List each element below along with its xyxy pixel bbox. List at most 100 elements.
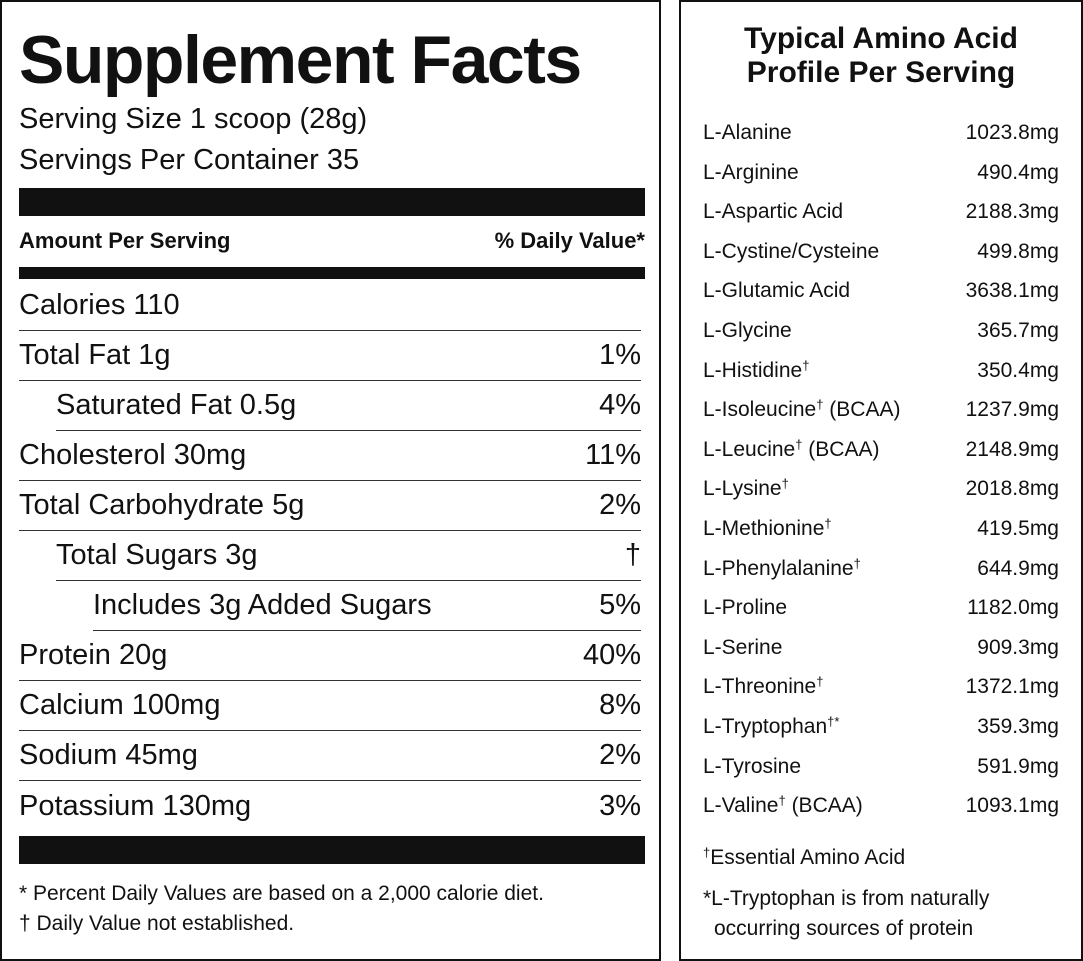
amino-amount: 1237.9mg	[965, 397, 1059, 421]
amino-row: L-Aspartic Acid 2188.3mg	[703, 199, 1059, 223]
amino-title-line-1: Typical Amino Acid	[744, 22, 1018, 55]
amino-row: L-Methionine† 419.5mg	[703, 516, 1059, 540]
amino-amount: 350.4mg	[977, 358, 1059, 382]
essential-amino-text: Essential Amino Acid	[710, 846, 906, 869]
amino-name: L-Tryptophan	[703, 715, 828, 738]
nutrient-label: Cholesterol 30mg	[19, 439, 247, 471]
nutrient-label: Total Fat 1g	[19, 339, 171, 371]
nutrient-label: Calcium 100mg	[19, 689, 221, 721]
amino-name: L-Cystine/Cysteine	[703, 240, 880, 263]
amount-per-serving-label: Amount Per Serving	[19, 228, 231, 253]
nutrient-label: Sodium 45mg	[19, 739, 198, 771]
amino-name-group: L-Arginine	[703, 161, 799, 183]
nutrient-label: Saturated Fat 0.5g	[56, 389, 297, 421]
nutrient-row: Total Fat 1g 1%	[19, 331, 641, 381]
amino-row: L-Cystine/Cysteine 499.8mg	[703, 239, 1059, 263]
essential-mark: †	[781, 476, 789, 491]
tryptophan-note-line-2: occurring sources of protein	[714, 917, 974, 940]
amino-row: L-Isoleucine† (BCAA) 1237.9mg	[703, 397, 1059, 421]
amino-amount: 644.9mg	[977, 556, 1059, 580]
amino-name-group: L-Cystine/Cysteine	[703, 240, 879, 262]
amino-amount: 499.8mg	[977, 239, 1059, 263]
nutrient-daily-value: 40%	[582, 639, 641, 671]
nutrient-row: Includes 3g Added Sugars 5%	[93, 581, 641, 631]
amino-name-group: L-Proline	[703, 596, 787, 618]
daily-value-header: % Daily Value*	[494, 228, 645, 253]
amino-name: L-Lysine	[703, 477, 782, 500]
amino-amount: 2188.3mg	[965, 199, 1059, 223]
amino-amount: 359.3mg	[977, 714, 1059, 738]
nutrient-daily-value: †	[624, 539, 641, 571]
amino-name: L-Proline	[703, 596, 788, 619]
nutrient-row: Calcium 100mg 8%	[19, 681, 641, 731]
bcaa-suffix: (BCAA)	[785, 794, 863, 817]
nutrient-row: Total Carbohydrate 5g 2%	[19, 481, 641, 531]
amino-amount: 2148.9mg	[965, 437, 1059, 461]
amino-name: L-Valine	[703, 794, 779, 817]
nutrient-row: Calories 110	[19, 281, 641, 331]
dagger-mark: †	[703, 845, 711, 860]
essential-mark: †	[816, 674, 824, 689]
amino-amount: 1372.1mg	[965, 674, 1059, 698]
amino-name-group: L-Aspartic Acid	[703, 200, 843, 222]
amino-name: L-Arginine	[703, 161, 799, 184]
amino-acid-panel: Typical Amino Acid Profile Per Serving L…	[679, 0, 1083, 961]
amino-row: L-Histidine† 350.4mg	[703, 358, 1059, 382]
nutrient-row: Potassium 130mg 3%	[19, 781, 641, 831]
amino-name-group: L-Glycine	[703, 319, 792, 341]
amino-amount: 419.5mg	[977, 516, 1059, 540]
amino-row: L-Alanine 1023.8mg	[703, 120, 1059, 144]
tryptophan-note-line-1: *L-Tryptophan is from naturally	[703, 887, 990, 910]
nutrient-row: Protein 20g 40%	[19, 631, 641, 681]
amino-row: L-Lysine† 2018.8mg	[703, 476, 1059, 500]
amino-name-group: L-Serine	[703, 636, 782, 658]
amino-amount: 490.4mg	[977, 160, 1059, 184]
essential-mark: †	[853, 556, 861, 571]
amino-amount: 909.3mg	[977, 635, 1059, 659]
essential-mark: †	[802, 358, 810, 373]
amino-row: L-Proline 1182.0mg	[703, 595, 1059, 619]
amino-name-group: L-Isoleucine† (BCAA)	[703, 398, 900, 420]
amino-row: L-Leucine† (BCAA) 2148.9mg	[703, 437, 1059, 461]
amino-name: L-Aspartic Acid	[703, 200, 844, 223]
nutrient-row: Total Sugars 3g †	[56, 531, 641, 581]
nutrient-daily-value: 8%	[599, 689, 641, 721]
amino-amount: 3638.1mg	[965, 278, 1059, 302]
nutrient-label: Includes 3g Added Sugars	[93, 589, 432, 621]
nutrient-label: Protein 20g	[19, 639, 168, 671]
nutrient-daily-value: 2%	[599, 489, 641, 521]
nutrient-row: Saturated Fat 0.5g 4%	[56, 381, 641, 431]
amino-row: L-Glutamic Acid 3638.1mg	[703, 278, 1059, 302]
medium-divider	[19, 267, 645, 279]
amino-name-group: L-Threonine†	[703, 675, 823, 697]
amino-name: L-Isoleucine	[703, 398, 817, 421]
amino-title-line-2: Profile Per Serving	[746, 56, 1016, 89]
amino-name-group: L-Leucine† (BCAA)	[703, 438, 879, 460]
amino-row: L-Glycine 365.7mg	[703, 318, 1059, 342]
amount-per-serving-header: Amount Per Serving % Daily Value*	[19, 230, 645, 252]
amino-amount: 2018.8mg	[965, 476, 1059, 500]
supplement-facts-title: Supplement Facts	[19, 22, 582, 98]
nutrient-daily-value: 11%	[585, 439, 641, 471]
supplement-facts-panel: Supplement Facts Serving Size 1 scoop (2…	[0, 0, 661, 961]
nutrient-daily-value: 5%	[599, 589, 641, 621]
amino-row: L-Phenylalanine† 644.9mg	[703, 556, 1059, 580]
amino-amount: 591.9mg	[977, 754, 1059, 778]
nutrient-label: Calories 110	[19, 289, 180, 321]
amino-name-group: L-Methionine†	[703, 517, 832, 539]
amino-row: L-Valine† (BCAA) 1093.1mg	[703, 793, 1059, 817]
nutrient-daily-value: 4%	[599, 389, 641, 421]
amino-row: L-Arginine 490.4mg	[703, 160, 1059, 184]
serving-size: Serving Size 1 scoop (28g)	[19, 103, 368, 135]
bcaa-suffix: (BCAA)	[802, 438, 880, 461]
bcaa-suffix: (BCAA)	[823, 398, 901, 421]
nutrient-row: Cholesterol 30mg 11%	[19, 431, 641, 481]
nutrient-label: Total Sugars 3g	[56, 539, 258, 571]
nutrient-row: Sodium 45mg 2%	[19, 731, 641, 781]
amino-name: L-Methionine	[703, 517, 825, 540]
amino-name: L-Leucine	[703, 438, 796, 461]
nutrient-label: Total Carbohydrate 5g	[19, 489, 305, 521]
footnote-percent-daily: * Percent Daily Values are based on a 2,…	[19, 882, 544, 905]
essential-amino-note: †Essential Amino Acid	[703, 846, 905, 868]
thick-divider-top	[19, 188, 645, 216]
